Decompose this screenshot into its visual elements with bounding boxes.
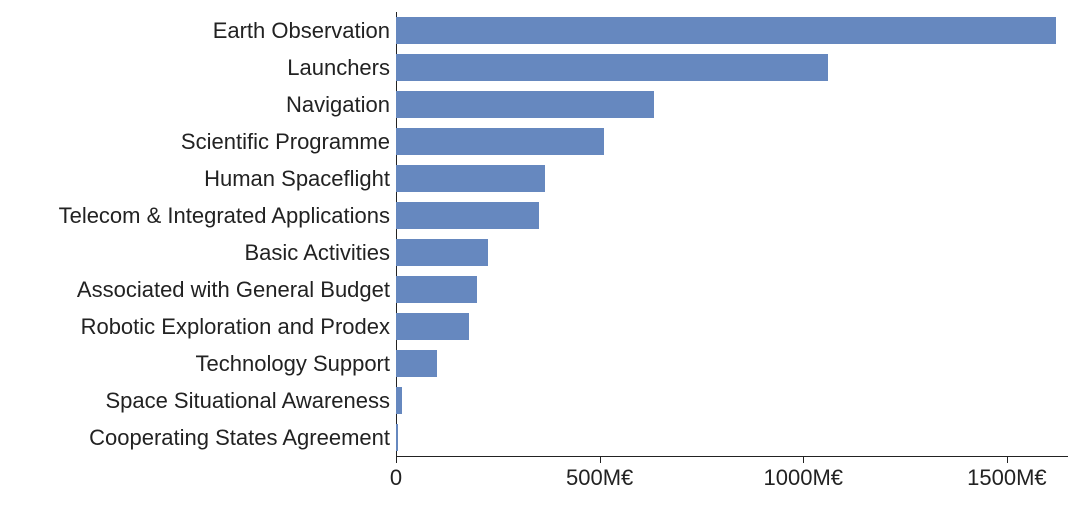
bar-row: Basic Activities (396, 239, 1068, 266)
category-label: Associated with General Budget (77, 276, 396, 303)
bar-row: Space Situational Awareness (396, 387, 1068, 414)
bar (396, 350, 437, 377)
bar-row: Launchers (396, 54, 1068, 81)
bar (396, 17, 1056, 44)
bar-row: Cooperating States Agreement (396, 424, 1068, 451)
bar-row: Technology Support (396, 350, 1068, 377)
bar (396, 165, 545, 192)
category-label: Cooperating States Agreement (89, 424, 396, 451)
bar-row: Human Spaceflight (396, 165, 1068, 192)
category-label: Space Situational Awareness (105, 387, 396, 414)
x-tick-label: 500M€ (566, 465, 633, 491)
bar-row: Robotic Exploration and Prodex (396, 313, 1068, 340)
category-label: Robotic Exploration and Prodex (81, 313, 396, 340)
category-label: Basic Activities (245, 239, 397, 266)
x-axis (396, 456, 1068, 457)
bar-row: Scientific Programme (396, 128, 1068, 155)
bar (396, 128, 604, 155)
bar (396, 239, 488, 266)
bar (396, 91, 654, 118)
x-tick (396, 456, 397, 463)
category-label: Human Spaceflight (204, 165, 396, 192)
bar-row: Associated with General Budget (396, 276, 1068, 303)
x-tick-label: 1500M€ (967, 465, 1047, 491)
bar-row: Telecom & Integrated Applications (396, 202, 1068, 229)
bar (396, 387, 402, 414)
bar (396, 202, 539, 229)
category-label: Telecom & Integrated Applications (59, 202, 396, 229)
budget-bar-chart: Earth ObservationLaunchersNavigationScie… (0, 0, 1088, 508)
x-tick (803, 456, 804, 463)
category-label: Earth Observation (213, 17, 396, 44)
category-label: Scientific Programme (181, 128, 396, 155)
category-label: Technology Support (196, 350, 396, 377)
x-tick-label: 1000M€ (764, 465, 844, 491)
x-tick (1007, 456, 1008, 463)
x-tick (600, 456, 601, 463)
category-label: Navigation (286, 91, 396, 118)
bar (396, 276, 477, 303)
bar (396, 54, 828, 81)
bar (396, 424, 398, 451)
bar (396, 313, 469, 340)
bar-row: Navigation (396, 91, 1068, 118)
x-tick-label: 0 (390, 465, 402, 491)
plot-area: Earth Observation Launchers Navigation Scie… (396, 12, 1068, 456)
category-label: Launchers (287, 54, 396, 81)
bar-row: Earth Observation (396, 17, 1068, 44)
